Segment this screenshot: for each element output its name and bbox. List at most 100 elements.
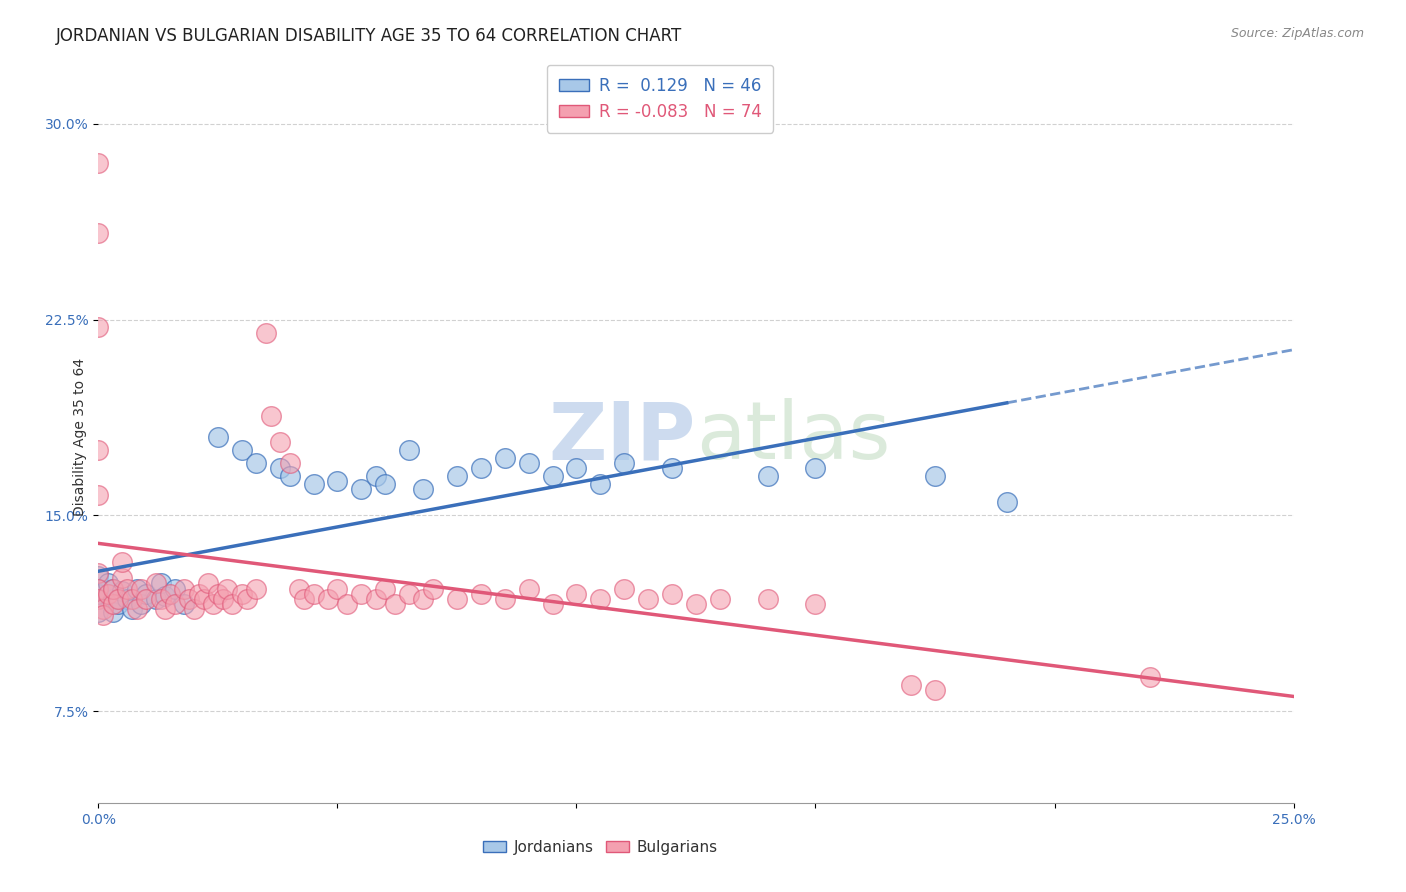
Point	[202, 597, 225, 611]
Point	[517, 456, 540, 470]
Point	[111, 556, 134, 570]
Text: atlas: atlas	[696, 398, 890, 476]
Point	[149, 576, 172, 591]
Point	[163, 582, 186, 596]
Point	[87, 227, 110, 241]
Point	[111, 584, 134, 599]
Point	[111, 571, 134, 585]
Point	[115, 592, 138, 607]
Point	[231, 443, 253, 458]
Point	[412, 483, 434, 497]
Point	[661, 461, 683, 475]
Point	[101, 597, 124, 611]
Point	[107, 597, 129, 611]
Point	[87, 487, 110, 501]
Point	[207, 587, 229, 601]
Point	[187, 587, 209, 601]
Point	[115, 582, 138, 596]
Point	[350, 587, 373, 601]
Point	[97, 587, 120, 601]
Point	[217, 582, 239, 596]
Point	[145, 576, 167, 591]
Point	[173, 582, 195, 596]
Point	[211, 592, 233, 607]
Point	[292, 592, 315, 607]
Point	[565, 587, 588, 601]
Point	[207, 430, 229, 444]
Point	[470, 461, 492, 475]
Point	[589, 592, 612, 607]
Point	[87, 582, 110, 596]
Point	[374, 582, 396, 596]
Point	[316, 592, 339, 607]
Point	[924, 469, 946, 483]
Point	[135, 587, 157, 601]
Point	[91, 607, 114, 622]
Point	[155, 590, 177, 604]
Point	[131, 582, 153, 596]
Point	[269, 461, 291, 475]
Point	[135, 592, 157, 607]
Point	[565, 461, 588, 475]
Point	[87, 568, 110, 582]
Point	[155, 602, 177, 616]
Point	[661, 587, 683, 601]
Point	[398, 587, 420, 601]
Point	[350, 483, 373, 497]
Point	[125, 602, 148, 616]
Point	[412, 592, 434, 607]
Point	[900, 678, 922, 692]
Point	[131, 597, 153, 611]
Y-axis label: Disability Age 35 to 64: Disability Age 35 to 64	[73, 358, 87, 516]
Point	[446, 592, 468, 607]
Point	[121, 592, 143, 607]
Point	[364, 469, 387, 483]
Point	[756, 469, 779, 483]
Point	[709, 592, 731, 607]
Point	[384, 597, 406, 611]
Point	[302, 477, 325, 491]
Point	[101, 592, 124, 607]
Point	[107, 592, 129, 607]
Point	[254, 326, 277, 340]
Point	[288, 582, 311, 596]
Text: JORDANIAN VS BULGARIAN DISABILITY AGE 35 TO 64 CORRELATION CHART: JORDANIAN VS BULGARIAN DISABILITY AGE 35…	[56, 27, 682, 45]
Point	[494, 592, 516, 607]
Point	[541, 469, 564, 483]
Point	[541, 597, 564, 611]
Point	[613, 456, 636, 470]
Point	[173, 597, 195, 611]
Point	[995, 495, 1018, 509]
Point	[422, 582, 444, 596]
Point	[159, 587, 181, 601]
Point	[269, 435, 291, 450]
Point	[197, 576, 219, 591]
Point	[374, 477, 396, 491]
Point	[193, 592, 215, 607]
Point	[924, 683, 946, 698]
Point	[259, 409, 281, 424]
Point	[121, 602, 143, 616]
Point	[87, 592, 110, 607]
Point	[87, 587, 110, 601]
Text: ZIP: ZIP	[548, 398, 696, 476]
Point	[87, 592, 110, 607]
Point	[91, 602, 114, 616]
Point	[125, 582, 148, 596]
Point	[101, 582, 124, 596]
Point	[398, 443, 420, 458]
Point	[446, 469, 468, 483]
Point	[101, 582, 124, 596]
Point	[87, 443, 110, 458]
Point	[87, 582, 110, 596]
Point	[87, 566, 110, 580]
Point	[494, 450, 516, 465]
Point	[163, 597, 186, 611]
Point	[149, 592, 172, 607]
Point	[235, 592, 257, 607]
Point	[245, 456, 267, 470]
Point	[804, 461, 827, 475]
Legend: Jordanians, Bulgarians: Jordanians, Bulgarians	[477, 834, 724, 861]
Point	[278, 469, 301, 483]
Point	[302, 587, 325, 601]
